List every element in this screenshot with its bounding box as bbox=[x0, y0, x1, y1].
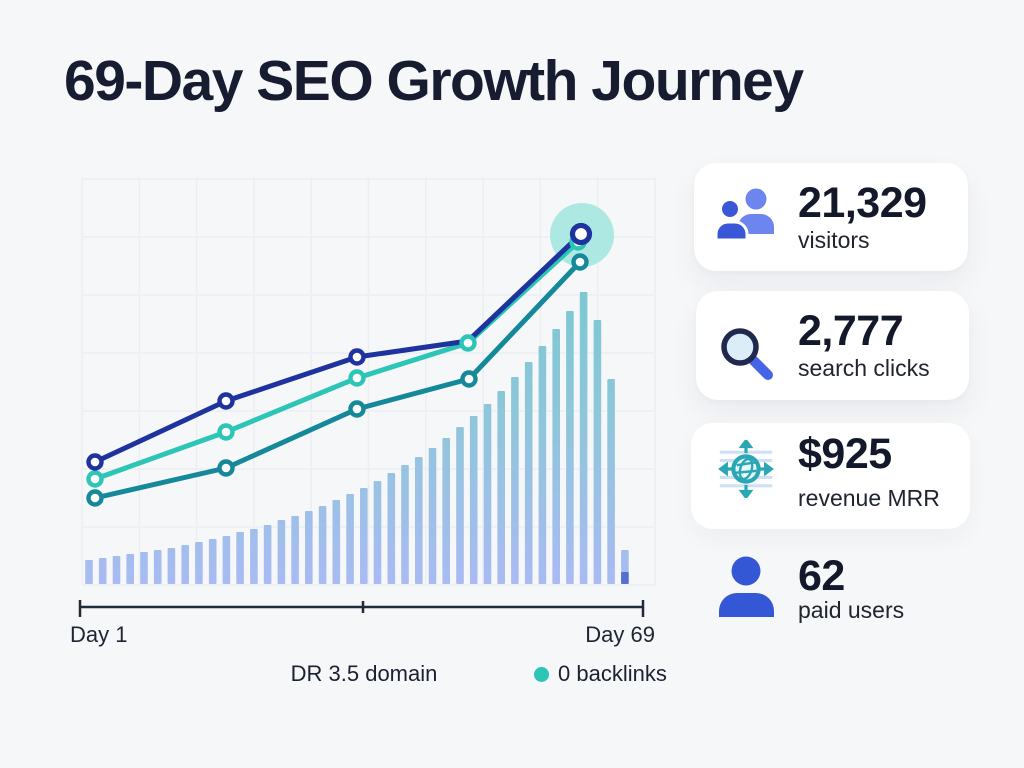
visitors-value: 21,329 bbox=[798, 179, 927, 227]
paid-users-value: 62 bbox=[798, 552, 845, 600]
legend: 0 backlinks bbox=[534, 661, 667, 687]
revenue-value: $925 bbox=[798, 430, 892, 478]
visitors-card bbox=[694, 163, 968, 271]
page-title: 69-Day SEO Growth Journey bbox=[64, 49, 804, 113]
revenue-label: revenue MRR bbox=[798, 485, 940, 511]
x-axis-end-label: Day 69 bbox=[585, 622, 655, 647]
chart-caption: DR 3.5 domain bbox=[290, 661, 438, 686]
legend-dot-icon bbox=[534, 666, 549, 682]
paid-users-label: paid users bbox=[798, 597, 905, 623]
user-icon bbox=[716, 556, 777, 617]
x-axis-start-label: Day 1 bbox=[70, 622, 128, 647]
visitors-icon bbox=[715, 188, 777, 240]
visitors-label: visitors bbox=[798, 227, 870, 253]
search-clicks-label: search clicks bbox=[798, 355, 930, 381]
network-icon bbox=[714, 440, 778, 498]
search-clicks-value: 2,777 bbox=[798, 307, 904, 355]
legend-label: 0 backlinks bbox=[558, 661, 667, 686]
search-icon bbox=[717, 324, 777, 384]
